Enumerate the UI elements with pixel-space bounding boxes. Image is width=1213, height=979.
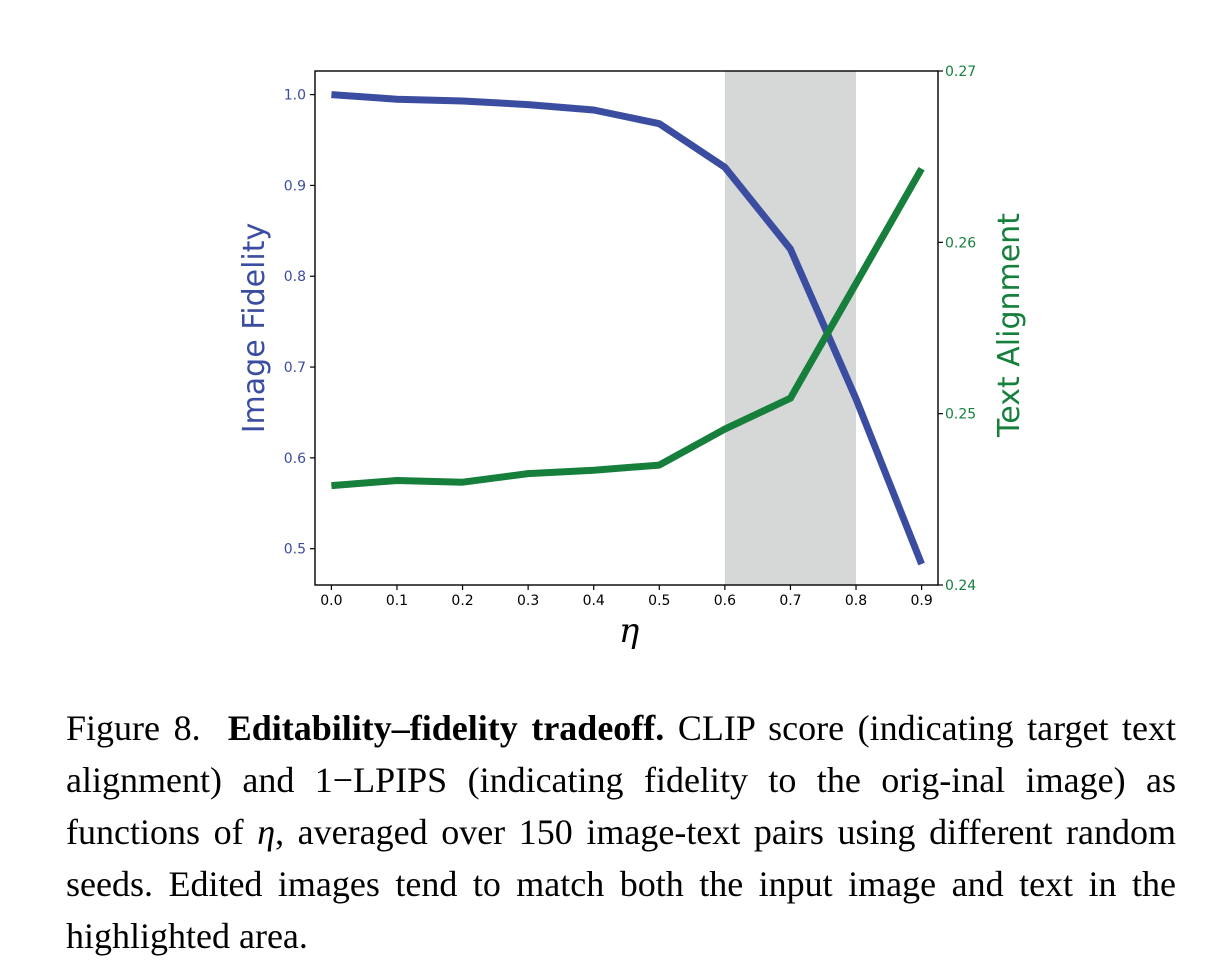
left-tick-label: 0.8 <box>284 269 306 285</box>
x-tick-label: 0.2 <box>451 593 473 609</box>
x-tick-label: 0.9 <box>910 593 932 609</box>
right-tick-label: 0.26 <box>945 235 976 251</box>
right-tick-label: 0.25 <box>945 407 976 423</box>
left-tick-label: 1.0 <box>284 88 306 104</box>
x-axis-label: η <box>619 611 640 651</box>
left-tick-label: 0.7 <box>284 360 306 376</box>
x-tick-label: 0.4 <box>583 593 605 609</box>
x-tick-label: 0.3 <box>517 593 539 609</box>
right-axis-label: Text Alignment <box>992 213 1027 438</box>
editability-fidelity-chart: 0.0 0.1 0.2 0.3 0.4 0.5 0.6 0.7 0.8 0.9 0.5 0.6 0.7 0… <box>237 64 1027 651</box>
image-fidelity-line <box>331 91 925 566</box>
right-tick-label: 0.27 <box>945 64 976 80</box>
plot-frame <box>314 70 939 586</box>
left-tick-label: 0.6 <box>284 451 306 467</box>
caption-label: Figure 8. <box>66 708 201 748</box>
x-tick-label: 0.7 <box>779 593 801 609</box>
x-tick-label: 0.8 <box>845 593 867 609</box>
figure-caption: Figure 8. Editability–fidelity tradeoff.… <box>66 702 1176 962</box>
right-tick-label: 0.24 <box>945 578 976 594</box>
caption-title: Editability–fidelity tradeoff. <box>227 708 665 748</box>
x-tick-label: 0.6 <box>714 593 736 609</box>
highlighted-area <box>724 71 857 585</box>
x-tick-label: 0.1 <box>386 593 408 609</box>
left-axis-label: Image Fidelity <box>237 223 272 434</box>
caption-text: CLIP score (indicating target text align… <box>66 708 1177 852</box>
text-alignment-line <box>331 166 925 490</box>
left-tick-label: 0.9 <box>284 178 306 194</box>
x-tick-label: 0.0 <box>320 593 342 609</box>
left-tick-label: 0.5 <box>284 542 306 558</box>
caption-eta: η <box>257 812 276 852</box>
caption-text-end: , averaged over 150 image-text pairs usi… <box>66 812 1176 956</box>
x-tick-label: 0.5 <box>648 593 670 609</box>
